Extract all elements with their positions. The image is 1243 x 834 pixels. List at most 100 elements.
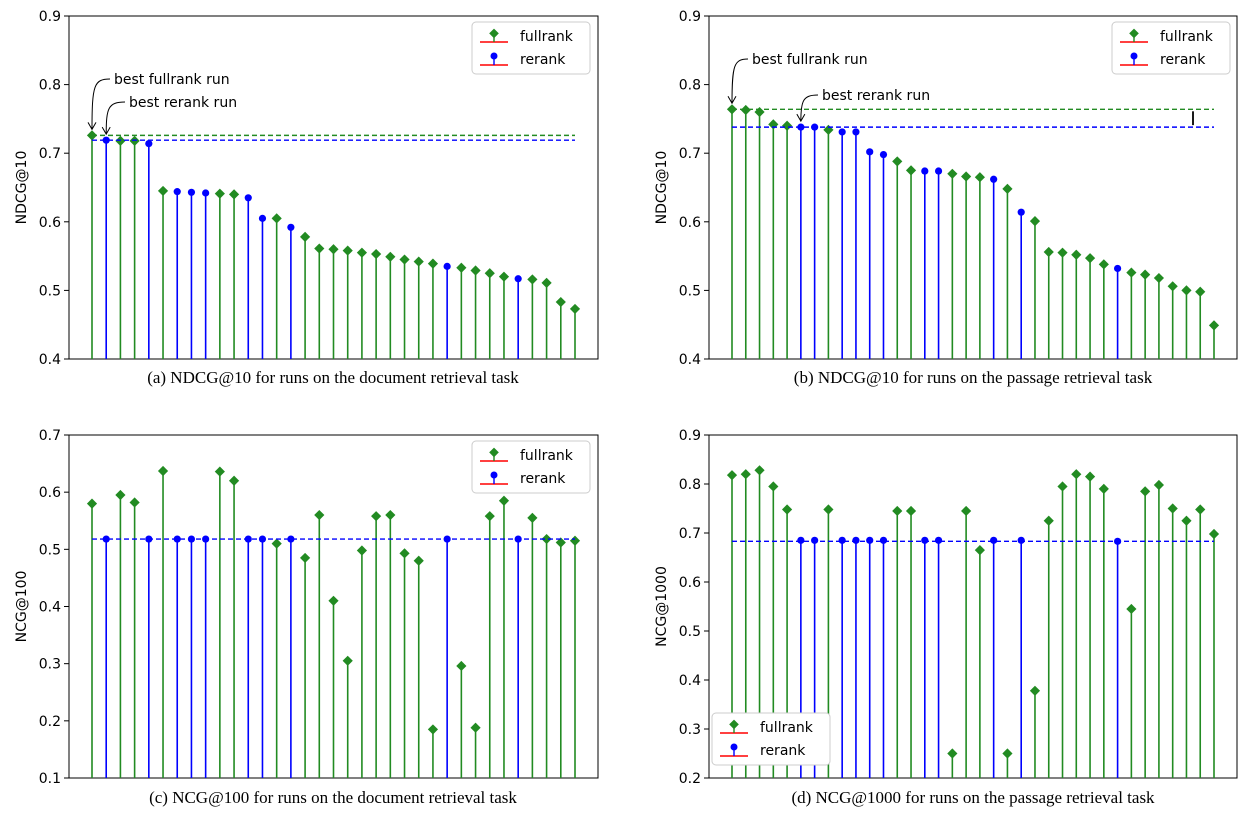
y-tick-label: 0.2 <box>39 714 61 730</box>
rerank-marker <box>258 214 267 222</box>
fullrank-marker <box>905 165 917 176</box>
rerank-marker <box>921 536 929 544</box>
fullrank-marker <box>371 511 382 522</box>
fullrank-marker <box>86 130 98 141</box>
y-axis-label: NDCG@10 <box>14 151 30 225</box>
fullrank-marker <box>299 552 311 563</box>
rerank-marker <box>866 148 874 156</box>
legend-rerank-marker <box>1130 52 1138 60</box>
fullrank-marker <box>947 748 958 759</box>
y-tick-label: 0.8 <box>39 78 61 94</box>
y-axis-label: NCG@1000 <box>654 566 670 647</box>
legend-rerank-marker <box>490 52 498 60</box>
fullrank-marker <box>1043 515 1054 526</box>
rerank-marker <box>187 188 196 196</box>
fullrank-marker <box>157 465 169 477</box>
fullrank-marker <box>314 243 325 254</box>
fullrank-marker <box>974 172 985 183</box>
fullrank-marker <box>385 509 396 521</box>
y-tick-label: 0.8 <box>679 477 701 493</box>
fullrank-marker <box>1208 320 1220 331</box>
rerank-marker <box>1017 208 1025 216</box>
legend-label-rerank: rerank <box>520 471 566 487</box>
fullrank-marker <box>1195 286 1206 297</box>
rerank-marker <box>879 536 888 544</box>
rerank-marker <box>934 536 943 544</box>
fullrank-marker <box>754 465 765 476</box>
legend-label-fullrank: fullrank <box>520 448 574 464</box>
fullrank-marker <box>892 156 903 167</box>
annotation-label: best rerank run <box>822 88 930 104</box>
rerank-marker <box>852 536 860 544</box>
rerank-marker <box>797 536 805 544</box>
annotation-arrowhead <box>796 113 806 123</box>
fullrank-marker <box>569 303 581 315</box>
fullrank-marker <box>1195 504 1206 515</box>
rerank-marker <box>287 223 295 231</box>
y-tick-label: 0.4 <box>39 352 61 368</box>
annotation-arrowhead <box>727 96 737 105</box>
y-tick-label: 0.4 <box>679 673 701 689</box>
rerank-marker <box>879 150 888 159</box>
fullrank-marker <box>1098 259 1109 270</box>
fullrank-marker <box>823 124 834 135</box>
fullrank-marker <box>484 268 495 279</box>
fullrank-marker <box>1181 285 1192 296</box>
fullrank-marker <box>1140 486 1151 497</box>
y-tick-label: 0.1 <box>39 771 61 787</box>
fullrank-marker <box>1084 471 1096 482</box>
fullrank-marker <box>781 120 793 131</box>
annotation-label: best fullrank run <box>114 72 230 88</box>
fullrank-marker <box>1153 272 1165 284</box>
y-axis-label: NCG@100 <box>14 571 30 643</box>
fullrank-marker <box>328 595 339 606</box>
fullrank-marker <box>961 171 972 182</box>
fullrank-marker <box>974 545 985 556</box>
y-tick-label: 0.7 <box>679 146 701 162</box>
fullrank-marker <box>299 231 311 242</box>
fullrank-marker <box>456 262 467 273</box>
fullrank-marker <box>427 724 439 735</box>
fullrank-marker <box>726 470 738 481</box>
legend-rerank-marker <box>730 743 738 751</box>
fullrank-marker <box>1043 246 1054 258</box>
y-tick-label: 0.5 <box>679 283 701 299</box>
fullrank-marker <box>754 106 765 118</box>
fullrank-marker <box>569 535 581 546</box>
y-tick-label: 0.5 <box>39 542 61 558</box>
legend-label-rerank: rerank <box>760 743 806 759</box>
rerank-marker <box>173 535 181 543</box>
fullrank-marker <box>115 489 126 501</box>
rerank-marker <box>1017 536 1025 544</box>
fullrank-marker <box>905 505 917 517</box>
fullrank-marker <box>356 545 368 556</box>
fullrank-marker <box>214 466 225 477</box>
annotation-arrow <box>91 78 111 130</box>
rerank-marker <box>811 536 819 544</box>
fullrank-marker <box>314 509 325 521</box>
figure-caption: (d) NCG@1000 for runs on the passage ret… <box>791 788 1155 807</box>
rerank-marker <box>145 139 153 148</box>
plot-frame <box>708 434 1238 779</box>
rerank-marker <box>102 136 110 144</box>
y-tick-label: 0.4 <box>679 352 701 368</box>
fullrank-marker <box>1084 253 1096 264</box>
fullrank-marker <box>1002 183 1013 194</box>
y-tick-label: 0.3 <box>679 722 701 738</box>
fullrank-marker <box>1002 748 1013 759</box>
fullrank-marker <box>1029 216 1041 227</box>
y-axis-label: NDCG@10 <box>654 151 670 225</box>
fullrank-marker <box>399 548 410 559</box>
annotation-arrow <box>731 58 749 104</box>
fullrank-marker <box>271 538 282 549</box>
rerank-marker <box>838 128 846 136</box>
fullrank-marker <box>527 512 538 523</box>
fullrank-marker <box>342 655 353 666</box>
fullrank-marker <box>470 722 481 733</box>
fullrank-marker <box>356 247 368 258</box>
fullrank-marker <box>555 296 566 308</box>
fullrank-marker <box>413 256 424 267</box>
fullrank-marker <box>157 185 169 197</box>
fullrank-marker <box>371 248 382 260</box>
